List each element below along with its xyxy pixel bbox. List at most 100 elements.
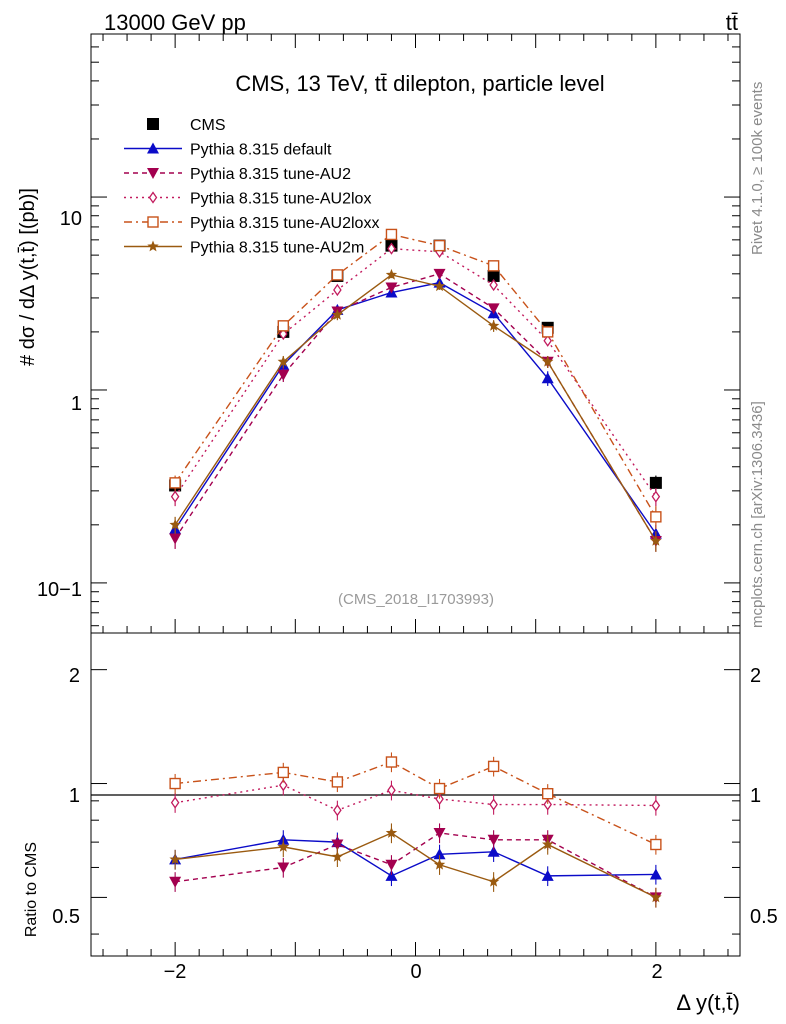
analysis-id: (CMS_2018_I1703993)	[338, 591, 494, 608]
point-pythia-8-315-tune-au2m	[277, 355, 290, 367]
legend-marker-pythia-8-315-tune-au2m	[147, 240, 159, 252]
point-pythia-8-315-tune-au2m	[169, 518, 181, 530]
ratio-point-pythia-8-315-tune-au2lox	[543, 798, 552, 811]
ratio-line-pythia-8-315-default	[175, 839, 656, 877]
ratio-point-pythia-8-315-tune-au2	[331, 839, 344, 851]
ratio-point-pythia-8-315-tune-au2lox	[170, 796, 180, 809]
point-pythia-8-315-tune-au2lox	[651, 490, 661, 503]
x-axis-label: Δ y(t,t̄)	[676, 990, 740, 1015]
legend-marker-cms	[147, 118, 159, 130]
point-pythia-8-315-tune-au2loxx	[385, 228, 398, 241]
ratio-point-pythia-8-315-default	[541, 869, 554, 881]
point-pythia-8-315-tune-au2loxx	[277, 320, 289, 332]
ratio-line-pythia-8-315-tune-au2m	[175, 832, 657, 899]
ratio-point-pythia-8-315-tune-au2	[433, 827, 446, 839]
legend: CMS Pythia 8.315 default Pythia 8.315 tune…	[124, 117, 379, 257]
legend-label-pythia-8-315-tune-au2lox: Pythia 8.315 tune-AU2lox	[190, 191, 371, 208]
point-pythia-8-315-tune-au2loxx	[433, 239, 446, 252]
legend-label-pythia-8-315-tune-au2m: Pythia 8.315 tune-AU2m	[190, 240, 364, 257]
ratio-point-pythia-8-315-default	[487, 845, 500, 857]
ratio-point-pythia-8-315-tune-au2m	[433, 858, 446, 870]
point-pythia-8-315-tune-au2lox	[489, 278, 498, 292]
y-tick-label-10: 10	[60, 208, 82, 230]
ratio-point-pythia-8-315-tune-au2	[385, 859, 398, 871]
point-cms	[649, 476, 662, 489]
legend-marker-pythia-8-315-tune-au2	[147, 168, 159, 179]
point-pythia-8-315-tune-au2loxx	[542, 326, 554, 338]
point-pythia-8-315-tune-au2loxx	[331, 269, 344, 281]
ratio-point-pythia-8-315-tune-au2lox	[489, 798, 498, 811]
ratio-tick-label-2-right: 2	[750, 665, 761, 687]
point-pythia-8-315-tune-au2m	[650, 534, 662, 546]
point-pythia-8-315-tune-au2loxx	[487, 260, 500, 272]
series-line-pythia-8-315-tune-au2lox	[174, 247, 657, 498]
series-line-pythia-8-315-tune-au2	[174, 273, 657, 542]
series-line-pythia-8-315-tune-au2loxx	[174, 233, 657, 518]
energy-label: 13000 GeV pp	[104, 10, 246, 35]
legend-marker-pythia-8-315-tune-au2loxx	[147, 216, 159, 228]
ratio-point-pythia-8-315-tune-au2m	[277, 840, 290, 852]
series-line-pythia-8-315-default	[174, 281, 657, 535]
ratio-point-pythia-8-315-tune-au2loxx	[542, 787, 554, 800]
series-line-pythia-8-315-tune-au2m	[174, 274, 657, 542]
ratio-line-pythia-8-315-tune-au2loxx	[175, 761, 657, 846]
legend-marker-pythia-8-315-tune-au2lox	[148, 191, 158, 204]
point-pythia-8-315-tune-au2loxx	[650, 511, 662, 523]
x-tick-label-neg2: −2	[164, 961, 187, 983]
ratio-point-pythia-8-315-tune-au2m	[169, 853, 181, 865]
process-label: tt̄	[726, 10, 738, 35]
point-pythia-8-315-tune-au2m	[385, 268, 398, 280]
ratio-point-pythia-8-315-default	[649, 868, 662, 880]
legend-label-pythia-8-315-tune-au2loxx: Pythia 8.315 tune-AU2loxx	[190, 215, 379, 232]
point-pythia-8-315-tune-au2loxx	[169, 477, 181, 489]
point-pythia-8-315-tune-au2	[169, 533, 182, 545]
ratio-point-pythia-8-315-tune-au2loxx	[277, 766, 289, 779]
point-pythia-8-315-tune-au2	[487, 303, 500, 315]
point-pythia-8-315-tune-au2lox	[543, 334, 552, 347]
ratio-point-pythia-8-315-tune-au2loxx	[487, 760, 500, 773]
point-pythia-8-315-tune-au2m	[541, 355, 554, 367]
y-axis-label-main: # dσ / dΔ y(t,t̄) [(pb)]	[17, 188, 39, 366]
point-pythia-8-315-tune-au2	[277, 369, 290, 381]
ratio-point-pythia-8-315-tune-au2lox	[435, 792, 444, 806]
ratio-point-pythia-8-315-tune-au2loxx	[650, 838, 662, 851]
legend-label-pythia-8-315-tune-au2: Pythia 8.315 tune-AU2	[190, 166, 351, 183]
ratio-point-pythia-8-315-tune-au2loxx	[331, 776, 344, 788]
ratio-point-pythia-8-315-tune-au2loxx	[433, 782, 446, 795]
rivet-version-label: Rivet 4.1.0, ≥ 100k events	[749, 82, 766, 255]
point-pythia-8-315-tune-au2m	[487, 319, 500, 331]
ratio-tick-label-1-right: 1	[750, 785, 761, 807]
legend-label-cms: CMS	[190, 117, 226, 134]
axis-ticks	[91, 33, 740, 956]
x-tick-label-0: 0	[410, 961, 421, 983]
ratio-point-pythia-8-315-tune-au2lox	[279, 779, 288, 792]
ratio-point-pythia-8-315-tune-au2m	[487, 875, 500, 887]
main-series-group	[169, 228, 662, 552]
ratio-line-pythia-8-315-tune-au2lox	[175, 784, 656, 811]
ratio-point-pythia-8-315-tune-au2m	[541, 838, 554, 850]
ratio-point-pythia-8-315-tune-au2loxx	[169, 777, 181, 790]
ratio-point-pythia-8-315-tune-au2lox	[333, 804, 342, 817]
point-pythia-8-315-tune-au2lox	[170, 490, 180, 503]
point-cms	[487, 269, 500, 282]
y-tick-label-0p1: 10−1	[37, 579, 82, 601]
point-pythia-8-315-tune-au2	[385, 282, 398, 294]
legend-marker-pythia-8-315-default	[147, 142, 159, 154]
ratio-point-pythia-8-315-tune-au2m	[650, 891, 662, 903]
ratio-point-pythia-8-315-tune-au2lox	[651, 799, 661, 812]
ratio-point-pythia-8-315-tune-au2	[277, 862, 290, 874]
ratio-tick-label-2: 2	[69, 665, 80, 687]
ratio-tick-label-0p5: 0.5	[52, 906, 80, 928]
y-axis-label-ratio: Ratio to CMS	[23, 842, 40, 937]
ratio-series-group	[169, 752, 662, 908]
main-plot-frame	[90, 33, 741, 634]
ratio-point-pythia-8-315-tune-au2lox	[387, 784, 396, 797]
point-pythia-8-315-tune-au2lox	[333, 283, 342, 297]
ratio-point-pythia-8-315-tune-au2loxx	[385, 756, 398, 768]
point-pythia-8-315-tune-au2m	[331, 308, 344, 320]
legend-label-pythia-8-315-default: Pythia 8.315 default	[190, 142, 332, 159]
y-tick-label-1: 1	[71, 393, 82, 415]
point-pythia-8-315-tune-au2	[433, 268, 446, 280]
ratio-point-pythia-8-315-tune-au2	[487, 834, 500, 846]
ratio-point-pythia-8-315-tune-au2	[169, 876, 182, 888]
